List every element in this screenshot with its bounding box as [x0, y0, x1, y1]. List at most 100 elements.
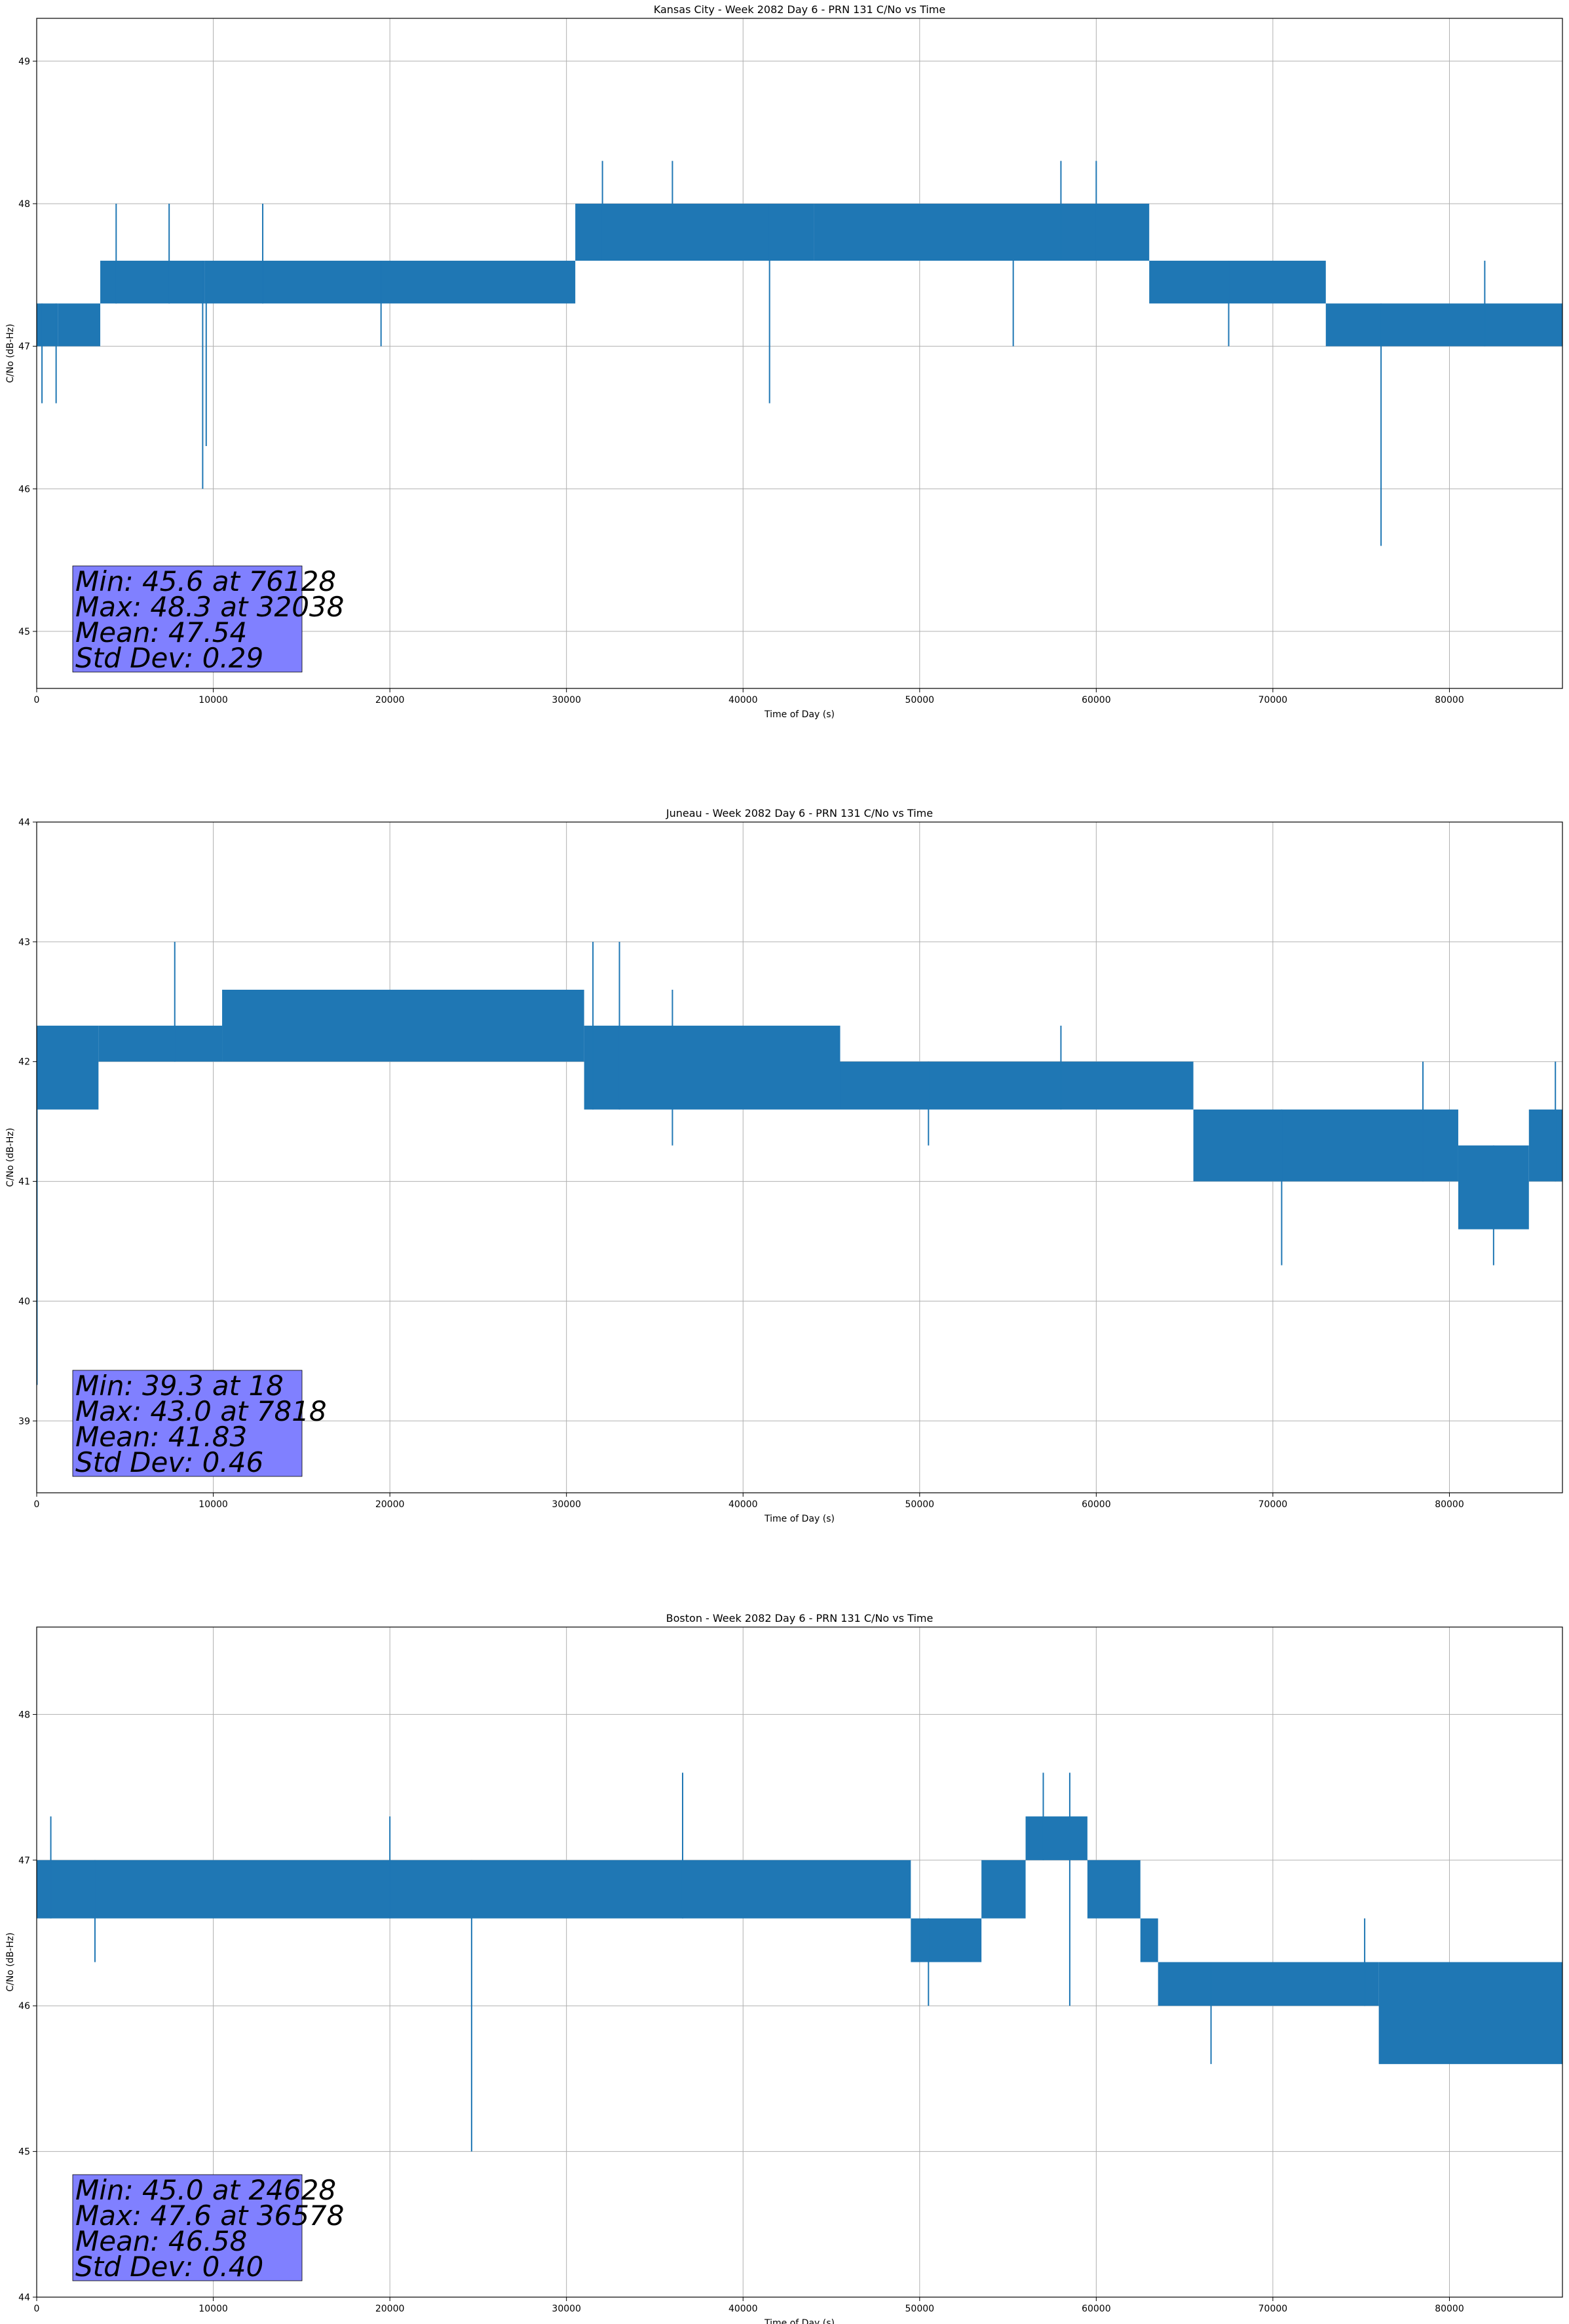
x-tick-label: 0: [34, 695, 40, 705]
data-band: [1193, 1109, 1458, 1182]
stats-line: Mean: 47.54: [75, 616, 247, 648]
stats-line: Min: 45.0 at 24628: [75, 2174, 336, 2206]
x-tick-label: 40000: [728, 2304, 758, 2314]
x-axis-label: Time of Day (s): [764, 2318, 835, 2324]
chart-title: Juneau - Week 2082 Day 6 - PRN 131 C/No …: [666, 807, 933, 819]
data-band: [840, 1061, 1194, 1110]
data-band: [1528, 1109, 1562, 1182]
stats-line: Mean: 46.58: [75, 2225, 247, 2257]
stats-line: Max: 47.6 at 36578: [75, 2200, 344, 2232]
stats-line: Std Dev: 0.29: [75, 642, 263, 674]
x-tick-label: 30000: [552, 2304, 581, 2314]
stats-line: Min: 39.3 at 18: [75, 1370, 284, 1402]
stats-box: [72, 565, 303, 673]
data-band: [100, 261, 205, 304]
x-tick-label: 60000: [1082, 1499, 1111, 1510]
data-band: [981, 1860, 1026, 1919]
y-tick-label: 47: [18, 342, 30, 352]
stats-box: [72, 1370, 303, 1477]
data-band: [1149, 261, 1326, 304]
x-tick-label: 10000: [198, 695, 228, 705]
data-band: [911, 1918, 982, 1962]
y-tick-label: 47: [18, 1856, 30, 1866]
y-tick-label: 49: [18, 56, 30, 67]
data-band: [814, 203, 1150, 261]
y-axis-label: C/No (dB-Hz): [5, 1932, 16, 1991]
x-tick-label: 30000: [552, 1499, 581, 1510]
chart-title: Kansas City - Week 2082 Day 6 - PRN 131 …: [654, 3, 945, 16]
x-tick-label: 0: [34, 1499, 40, 1510]
y-tick-label: 46: [18, 484, 30, 495]
y-tick-label: 45: [18, 627, 30, 637]
stats-line: Max: 43.0 at 7818: [75, 1395, 327, 1427]
x-tick-label: 0: [34, 2304, 40, 2314]
chart-title: Boston - Week 2082 Day 6 - PRN 131 C/No …: [666, 1612, 934, 1624]
stats-line: Mean: 41.83: [75, 1421, 247, 1453]
x-tick-label: 70000: [1258, 2304, 1288, 2314]
data-band: [98, 1025, 223, 1062]
data-band: [1325, 303, 1562, 347]
x-tick-label: 70000: [1258, 1499, 1288, 1510]
data-band: [204, 261, 576, 304]
y-axis-label: C/No (dB-Hz): [5, 1128, 16, 1187]
y-axis-label: C/No (dB-Hz): [5, 324, 16, 383]
x-tick-label: 80000: [1435, 695, 1464, 705]
data-band: [1087, 1860, 1141, 1919]
data-band: [222, 990, 584, 1062]
data-band: [1158, 1962, 1379, 2006]
axes-frame: [36, 18, 1563, 689]
x-tick-label: 60000: [1082, 2304, 1111, 2314]
x-axis-label: Time of Day (s): [764, 709, 835, 720]
x-tick-label: 40000: [728, 695, 758, 705]
x-tick-label: 10000: [198, 1499, 228, 1510]
y-tick-label: 41: [18, 1177, 30, 1188]
x-tick-label: 10000: [198, 2304, 228, 2314]
data-band: [58, 303, 101, 347]
y-tick-label: 39: [18, 1416, 30, 1427]
x-tick-label: 70000: [1258, 695, 1288, 705]
data-band: [37, 303, 58, 347]
chart-panel-1: 0 10000 20000 30000 40000 50000 60000 70000 8000…: [5, 3, 1563, 720]
y-tick-label: 45: [18, 2147, 30, 2158]
data-band: [575, 203, 814, 261]
y-tick-label: 44: [18, 2293, 30, 2303]
data-band: [1140, 1918, 1158, 1962]
chart-panel-3: 0 10000 20000 30000 40000 50000 60000 70000 8000…: [5, 1612, 1563, 2324]
stats-line: Min: 45.6 at 76128: [75, 565, 336, 597]
x-tick-label: 50000: [905, 2304, 935, 2314]
y-tick-label: 42: [18, 1057, 30, 1068]
axes-frame: [36, 821, 1563, 1493]
x-tick-label: 20000: [375, 695, 405, 705]
data-series-line: [36, 941, 1562, 1385]
x-tick-label: 50000: [905, 1499, 935, 1510]
x-tick-label: 50000: [905, 695, 935, 705]
y-tick-label: 40: [18, 1296, 30, 1307]
y-tick-label: 48: [18, 199, 30, 210]
x-axis-label: Time of Day (s): [764, 1514, 835, 1524]
stats-line: Std Dev: 0.46: [75, 1446, 263, 1478]
stats-line: Max: 48.3 at 32038: [75, 591, 344, 623]
data-band: [37, 1860, 911, 1919]
data-series-line: [37, 1772, 1562, 2152]
y-tick-label: 44: [18, 817, 30, 828]
x-tick-label: 80000: [1435, 2304, 1464, 2314]
x-tick-label: 30000: [552, 695, 581, 705]
x-tick-label: 80000: [1435, 1499, 1464, 1510]
y-tick-label: 43: [18, 937, 30, 948]
chart-panel-2: 0 10000 20000 30000 40000 50000 60000 70000 8000…: [5, 807, 1563, 1524]
x-tick-label: 60000: [1082, 695, 1111, 705]
data-band: [1378, 1962, 1562, 2065]
x-tick-label: 20000: [375, 1499, 405, 1510]
y-tick-label: 46: [18, 2001, 30, 2012]
axes-frame: [36, 1626, 1563, 2298]
data-band: [584, 1025, 841, 1110]
stats-box: [72, 2174, 303, 2281]
x-tick-label: 20000: [375, 2304, 405, 2314]
data-band: [37, 1025, 99, 1110]
data-series-line: [37, 160, 1562, 546]
stats-line: Std Dev: 0.40: [75, 2251, 263, 2283]
y-tick-label: 48: [18, 1710, 30, 1720]
x-tick-label: 40000: [728, 1499, 758, 1510]
data-band: [1025, 1816, 1087, 1860]
